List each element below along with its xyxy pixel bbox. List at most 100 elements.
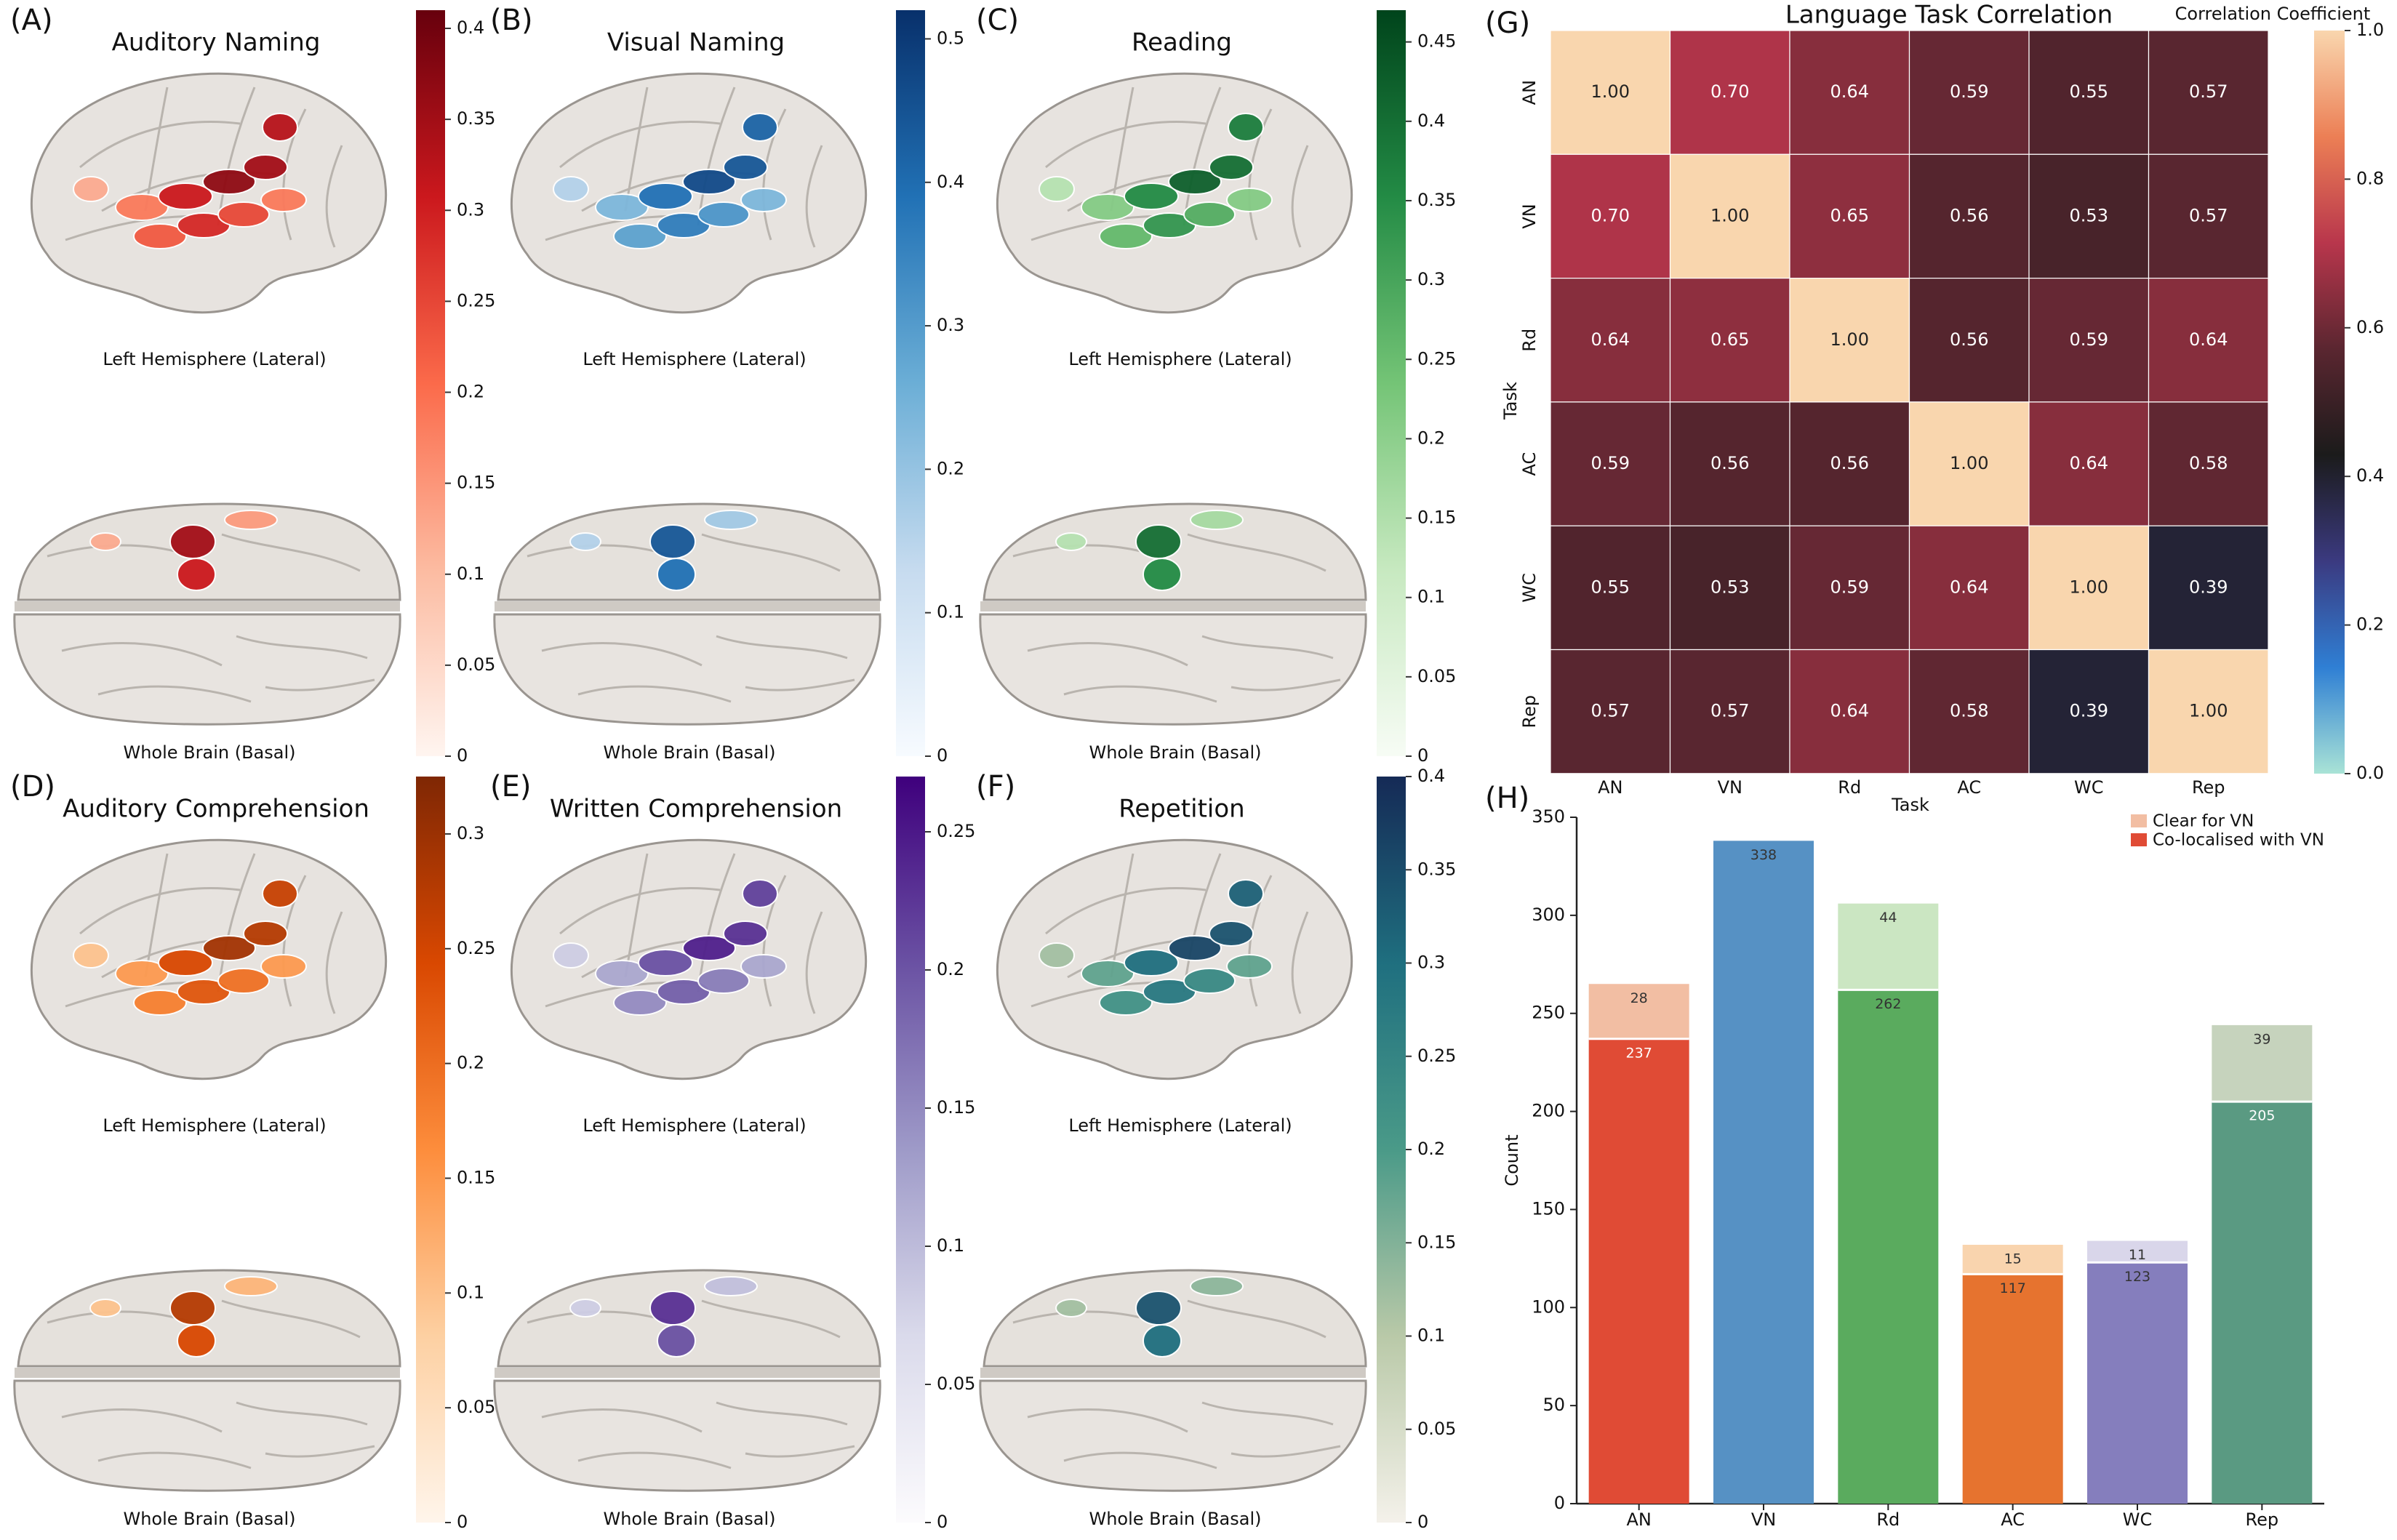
y-tick-label: AN xyxy=(1519,80,1540,105)
bar-clear xyxy=(1838,903,1939,990)
heatmap-cell xyxy=(2028,278,2150,403)
y-tick-label: VN xyxy=(1519,204,1540,228)
heatmap-cell-label: 0.56 xyxy=(1950,205,1988,225)
basal-view-label: Whole Brain (Basal) xyxy=(603,1509,775,1529)
activation-patch xyxy=(73,942,109,968)
colorbar-tick-label: 0.2 xyxy=(457,1053,484,1073)
colorbar-tick-label: 0.1 xyxy=(1417,587,1445,607)
basal-brain-lower xyxy=(13,613,401,726)
bar-value-label: 338 xyxy=(1750,847,1777,863)
heatmap-cell xyxy=(2148,401,2269,526)
lateral-view-label: Left Hemisphere (Lateral) xyxy=(103,1115,326,1136)
bar-value-label: 262 xyxy=(1875,996,1901,1012)
gyrus-line xyxy=(1230,678,1341,691)
heatmap-cell-label: 0.64 xyxy=(2189,329,2228,350)
basal-fissure xyxy=(495,601,880,611)
x-tick-label: AN xyxy=(1598,777,1622,798)
activation-patch xyxy=(740,188,787,212)
activation-patch xyxy=(158,183,213,210)
heatmap-cell-label: 0.55 xyxy=(2070,81,2108,102)
basal-fissure xyxy=(15,1368,400,1378)
gyrus-line xyxy=(282,875,307,1007)
y-tick-label: 300 xyxy=(1532,905,1565,925)
colorbar-tick-label: 0.05 xyxy=(1417,666,1456,686)
activation-patch xyxy=(704,1276,758,1296)
colorbar-tick-label: 0.1 xyxy=(457,564,484,584)
gyrus-line xyxy=(805,911,823,1014)
gyrus-line xyxy=(1201,635,1334,659)
heatmap-cell-label: 0.57 xyxy=(1591,701,1630,721)
bar-clear xyxy=(2212,1024,2313,1102)
colorbar-tick-label: 0.25 xyxy=(1417,348,1456,369)
panel-letter: (E) xyxy=(490,770,531,803)
basal-brain-lower xyxy=(493,1379,881,1492)
heatmap-cell xyxy=(2148,649,2269,774)
activation-patch xyxy=(133,223,187,249)
heatmap-cell-label: 1.00 xyxy=(2189,701,2228,721)
basal-fissure xyxy=(495,1368,880,1378)
heatmap-cell xyxy=(1669,278,1790,403)
y-tick-label: 50 xyxy=(1542,1395,1565,1415)
colorbar-tick-label: 0.4 xyxy=(2356,465,2384,486)
colorbar-tick-label: 0.3 xyxy=(457,823,484,843)
panel-letter: (G) xyxy=(1485,7,1530,40)
x-tick-label: VN xyxy=(1718,777,1742,798)
gyrus-line xyxy=(1230,1445,1341,1458)
gyrus-line xyxy=(762,875,787,1007)
activation-patch xyxy=(217,201,270,228)
heatmap-cell xyxy=(1789,649,1910,774)
heatmap-cell xyxy=(1550,153,1671,279)
bar-value-label: 117 xyxy=(2000,1280,2026,1296)
gyrus-line xyxy=(1045,121,1206,169)
activation-patch xyxy=(1143,558,1182,591)
activation-patch xyxy=(1143,1324,1182,1357)
heatmap-cell-label: 0.64 xyxy=(1950,577,1988,597)
y-tick-label: WC xyxy=(1519,573,1540,603)
colorbar-tick-label: 0.3 xyxy=(937,315,964,335)
basal-view-label: Whole Brain (Basal) xyxy=(603,742,775,763)
gyrus-line xyxy=(325,145,343,248)
activation-patch xyxy=(115,193,169,221)
colorbar-tick-label: 0.1 xyxy=(1417,1326,1445,1346)
gyrus-line xyxy=(97,1451,252,1469)
activation-patch xyxy=(1135,1291,1182,1326)
heatmap-cell-label: 0.58 xyxy=(2189,453,2228,473)
heatmap-cell-label: 0.64 xyxy=(1591,329,1630,350)
y-tick-label: 150 xyxy=(1532,1198,1565,1219)
gyrus-line xyxy=(79,121,241,169)
activation-patch xyxy=(1099,223,1153,249)
colorbar-tick-label: 0.1 xyxy=(937,602,964,622)
activation-patch xyxy=(1226,954,1273,979)
colorbar-tick-label: 0.2 xyxy=(2356,614,2384,635)
activation-patch xyxy=(73,176,109,202)
colorbar-title: Correlation Coefficient xyxy=(2175,4,2371,24)
colorbar-tick-label: 0.2 xyxy=(1417,1139,1445,1159)
basal-fissure xyxy=(980,601,1366,611)
bar-colocalised xyxy=(1713,841,1814,1504)
lateral-view-label: Left Hemisphere (Lateral) xyxy=(1068,349,1292,369)
y-tick-label: 0 xyxy=(1554,1493,1565,1513)
colorbar-tick-label: 0.5 xyxy=(937,28,964,48)
gyrus-line xyxy=(1291,911,1309,1014)
gyrus-line xyxy=(697,87,736,226)
gyrus-line xyxy=(1201,1401,1334,1426)
bar-value-label: 237 xyxy=(1626,1045,1652,1061)
brain-panel: (E) Written Comprehension Left Hemisphere … xyxy=(490,770,975,1532)
gyrus-line xyxy=(541,1408,703,1433)
panel-letter: (B) xyxy=(490,4,533,37)
colorbar-tick-label: 0.15 xyxy=(937,1097,975,1118)
brain-panel: (A) Auditory Naming Left Hemisphere (Later… xyxy=(10,4,495,766)
heatmap-cell-label: 0.53 xyxy=(2070,205,2108,225)
heatmap-cell xyxy=(1908,525,2030,651)
gyrus-line xyxy=(1183,87,1222,226)
gyrus-line xyxy=(61,1408,223,1433)
panel-letter: (F) xyxy=(976,770,1015,803)
heatmap-cell-label: 1.00 xyxy=(2070,577,2108,597)
activation-patch xyxy=(649,1291,696,1326)
activation-patch xyxy=(682,169,736,195)
heatmap-cell-label: 0.58 xyxy=(1950,701,1988,721)
legend-label: Co-localised with VN xyxy=(2153,831,2324,850)
y-axis-label: Count xyxy=(1502,1134,1522,1186)
